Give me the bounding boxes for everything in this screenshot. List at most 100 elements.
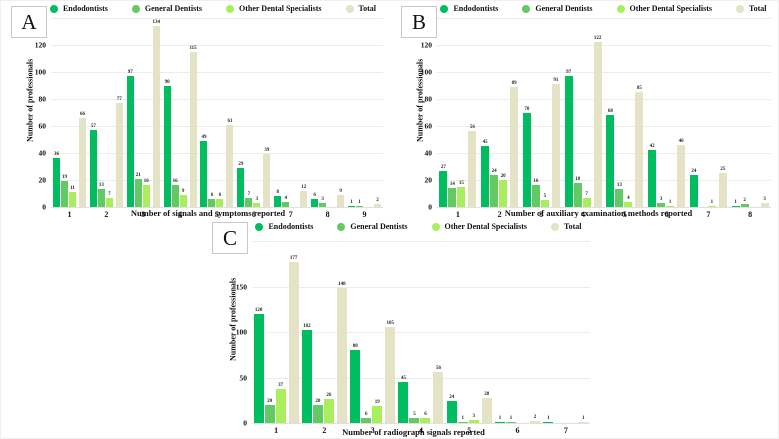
bar-value-label: 134	[152, 20, 160, 26]
legend-dot-icon	[255, 222, 264, 231]
gridline	[437, 18, 771, 19]
bar: 7	[245, 192, 253, 207]
bar: 20	[312, 399, 323, 423]
y-tick-label: 20	[38, 175, 47, 185]
gridline	[437, 180, 771, 181]
bar: 16	[531, 179, 540, 207]
bar-value-label: 19	[374, 399, 380, 405]
panel-b-x-axis-title: Number of auxiliary examination methods …	[504, 208, 693, 218]
bar-value-label: 45	[482, 140, 488, 146]
x-tick-label: 7	[563, 426, 568, 435]
bar: 28	[481, 392, 492, 423]
bar-value-label: 20	[315, 398, 321, 404]
bar: 7	[105, 192, 113, 207]
bar-value-label: 18	[575, 176, 581, 182]
bar-value-label: 6	[424, 411, 427, 417]
x-tick-label: 3	[370, 426, 375, 435]
y-tick-label: 150	[235, 281, 247, 291]
y-tick-label: 60	[424, 121, 433, 131]
bar-group-2: 102 20 26 148 2	[301, 241, 347, 435]
y-tick-label: 0	[42, 202, 46, 212]
bar-value-label: 7	[108, 191, 111, 197]
bar: 45	[481, 140, 490, 207]
bar-value-label: 21	[135, 172, 141, 178]
bar: 6	[361, 412, 372, 423]
bar-value-label: 27	[440, 164, 446, 170]
bar-value-label: 7	[247, 191, 251, 197]
x-tick-label: 5	[214, 210, 219, 219]
bar-group-4: 97 18 7 122 4	[564, 18, 602, 219]
x-tick-label: 8	[748, 210, 753, 219]
legend-dot-icon	[551, 222, 560, 231]
gridline	[51, 45, 383, 46]
x-tick-label: 3	[539, 210, 544, 219]
legend-label: Total	[749, 4, 767, 13]
bar-value-label: 11	[70, 186, 75, 192]
panel-a: A Endodontists General Dentists Other Dent…	[1, 1, 389, 219]
bar-value-label: 24	[449, 395, 455, 401]
panel-a-x-axis-title: Number of signals and symptoms reported	[130, 208, 286, 218]
bar: 1	[578, 416, 589, 423]
bar-value-label: 24	[691, 168, 697, 174]
bar: 3	[253, 197, 261, 207]
bar-value-label: 28	[484, 391, 490, 397]
legend-dot-icon	[345, 4, 354, 13]
bar-value-label: 68	[607, 109, 613, 115]
bar-group-7: 1 1 7	[543, 241, 589, 435]
bar-value-label: 1	[710, 199, 714, 205]
bar: 122	[593, 36, 602, 207]
bar-value-label: 29	[238, 161, 244, 167]
bar-value-label: 115	[189, 45, 197, 51]
panel-a-legend: Endodontists General Dentists Other Dental…	[41, 4, 385, 13]
bar-value-label: 5	[543, 194, 547, 200]
bar-value-label: 70	[524, 106, 530, 112]
bar: 1	[457, 416, 468, 423]
legend-label: Other Dental Specialists	[444, 222, 528, 231]
bar: 4	[624, 196, 633, 207]
bar: 56	[468, 125, 477, 207]
bar-group-6: 29 7 3 39 6	[237, 18, 271, 219]
gridline	[437, 72, 771, 73]
bar-value-label: 66	[79, 111, 85, 117]
bar: 13	[97, 183, 105, 207]
legend-dot-icon	[522, 4, 531, 13]
x-tick-label: 6	[664, 210, 669, 219]
panel-a-plot-area: 0204060801001201403619116615713777297211…	[35, 14, 383, 219]
y-tick-label: 40	[38, 148, 47, 158]
bar: 42	[648, 144, 657, 207]
bar: 11	[68, 186, 76, 207]
bar-value-label: 4	[627, 195, 630, 201]
bar-value-label: 122	[593, 36, 602, 42]
x-tick-label: 1	[67, 210, 72, 219]
panel-b-plot-area: 0204060801001201402714155614524208927016…	[421, 14, 771, 219]
x-tick-label: 6	[515, 426, 520, 435]
bar: 77	[115, 97, 123, 207]
bar: 3	[319, 197, 327, 207]
bar-value-label: 6	[218, 192, 222, 198]
bar-value-label: 1	[350, 199, 353, 205]
bar-value-label: 77	[116, 97, 122, 103]
bar-value-label: 8	[276, 190, 279, 196]
bar: 24	[446, 395, 457, 423]
bar-value-label: 2	[743, 198, 746, 204]
panel-b: B Endodontists General Dentists Other Dent…	[391, 1, 778, 219]
gridline	[437, 99, 771, 100]
bar: 13	[615, 183, 624, 207]
bar: 9	[179, 189, 187, 207]
bar: 134	[152, 20, 160, 207]
bar: 97	[126, 70, 134, 207]
bar-value-label: 37	[278, 383, 284, 389]
bar-group-6: 42 3 1 46 6	[648, 18, 686, 219]
bar: 66	[78, 112, 86, 207]
y-tick-label: 120	[420, 40, 432, 50]
bar-groups: 36 19 11 66 1 57 13 7 77 2 97 21 16 134 3 90 16 9 115 4 49 6 6…	[51, 18, 383, 219]
x-tick-label: 2	[322, 426, 327, 435]
bar-value-label: 49	[201, 134, 207, 140]
gridline	[252, 286, 590, 288]
bar-value-label: 105	[386, 321, 394, 327]
bar: 15	[457, 181, 466, 207]
bar: 27	[439, 165, 448, 207]
bar-value-label: 7	[585, 191, 588, 197]
